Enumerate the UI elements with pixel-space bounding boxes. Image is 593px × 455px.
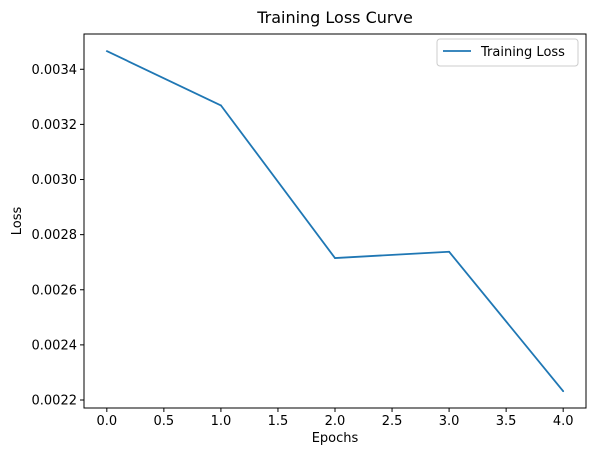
x-tick-label: 3.0 — [439, 414, 460, 429]
y-tick-label: 0.0026 — [32, 283, 78, 298]
x-axis: 0.0 0.5 1.0 1.5 2.0 2.5 3.0 3.5 4.0 — [96, 408, 574, 429]
x-axis-label: Epochs — [312, 431, 359, 446]
x-tick-label: 1.0 — [211, 414, 232, 429]
x-tick-label: 3.5 — [496, 414, 517, 429]
legend-label: Training Loss — [480, 45, 565, 60]
x-tick-label: 1.5 — [268, 414, 289, 429]
x-tick-label: 2.5 — [382, 414, 403, 429]
y-axis-label: Loss — [10, 207, 25, 236]
y-tick-label: 0.0022 — [32, 394, 78, 409]
x-tick-label: 2.0 — [325, 414, 346, 429]
plot-frame — [83, 33, 587, 409]
series-line-training-loss — [106, 50, 564, 392]
series-layer — [105, 50, 565, 393]
x-tick-label: 0.0 — [96, 414, 117, 429]
x-tick-label: 0.5 — [154, 414, 175, 429]
plot-area — [83, 33, 587, 409]
y-axis: 0.0022 0.0024 0.0026 0.0028 0.0030 0.0032 0.00… — [32, 63, 84, 409]
data-point — [334, 257, 336, 259]
y-tick-label: 0.0030 — [32, 173, 78, 188]
data-point — [220, 104, 222, 107]
x-tick-label: 4.0 — [553, 414, 574, 429]
y-tick-label: 0.0032 — [32, 118, 78, 133]
data-point — [105, 50, 108, 52]
y-tick-label: 0.0024 — [32, 338, 78, 353]
data-point — [448, 250, 450, 253]
chart-title: Training Loss Curve — [256, 8, 413, 27]
data-point — [562, 390, 565, 393]
y-tick-label: 0.0028 — [32, 228, 78, 243]
legend: Training Loss — [436, 38, 579, 67]
y-tick-label: 0.0034 — [32, 63, 78, 78]
legend-box — [436, 38, 579, 67]
